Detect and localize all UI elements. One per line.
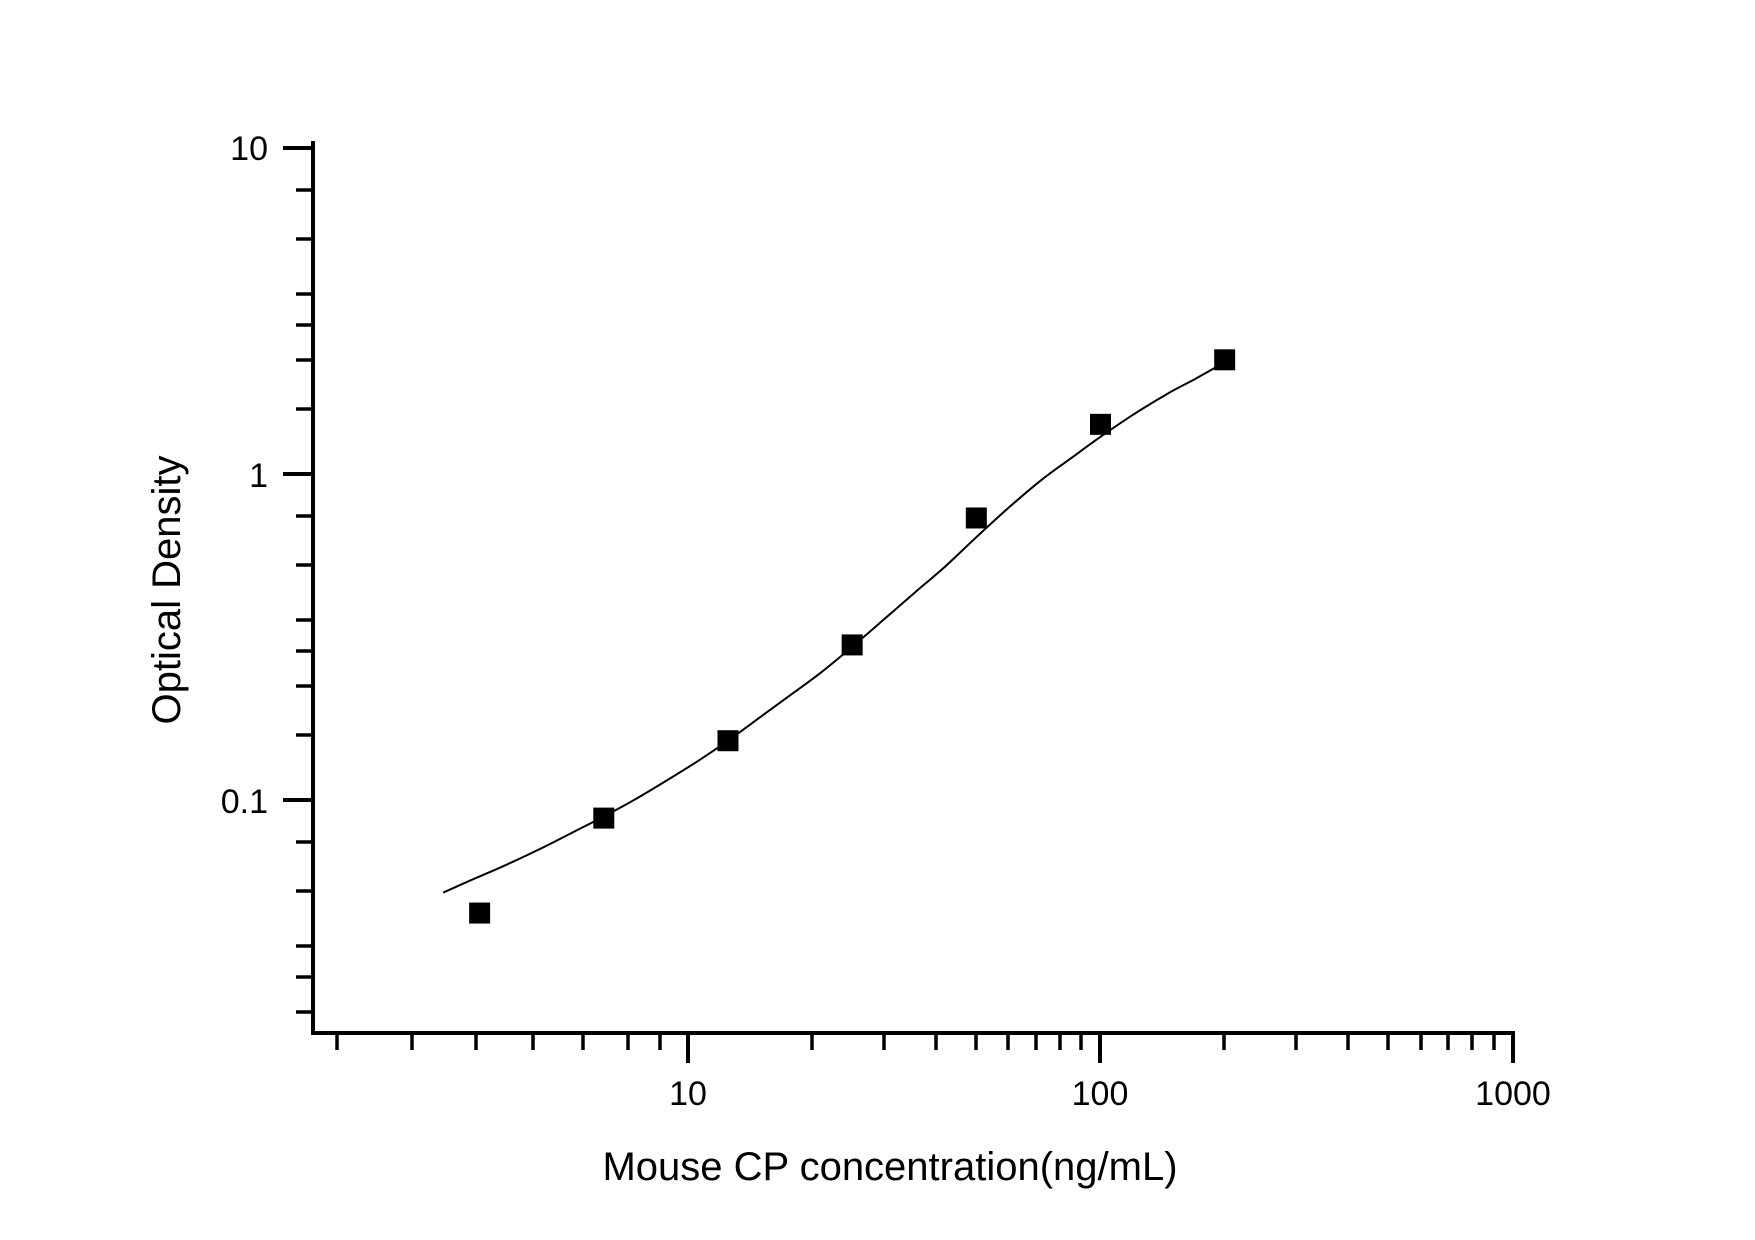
data-point-markers xyxy=(469,349,1236,924)
y-tick-label-0-1: 0.1 xyxy=(221,783,268,821)
y-axis-minor-ticks xyxy=(296,188,313,1014)
data-point-marker xyxy=(717,730,739,752)
x-tick-label-10: 10 xyxy=(669,1075,707,1113)
data-point-marker xyxy=(1214,349,1236,371)
y-tick-label-1: 1 xyxy=(249,457,268,495)
data-point-marker xyxy=(841,634,863,656)
data-point-marker xyxy=(593,807,615,829)
data-point-marker xyxy=(469,902,491,924)
x-axis-title: Mouse CP concentration(ng/mL) xyxy=(602,1145,1177,1189)
data-point-marker xyxy=(1090,413,1111,435)
y-axis-title: Optical Density xyxy=(145,456,189,725)
x-axis-major-ticks xyxy=(686,1033,1515,1063)
x-axis-minor-ticks xyxy=(335,1033,1496,1050)
data-point-marker xyxy=(965,507,987,529)
y-tick-label-10: 10 xyxy=(230,130,268,168)
fit-curve xyxy=(442,361,1226,894)
x-tick-label-100: 100 xyxy=(1072,1075,1129,1113)
x-tick-label-1000: 1000 xyxy=(1475,1075,1551,1113)
